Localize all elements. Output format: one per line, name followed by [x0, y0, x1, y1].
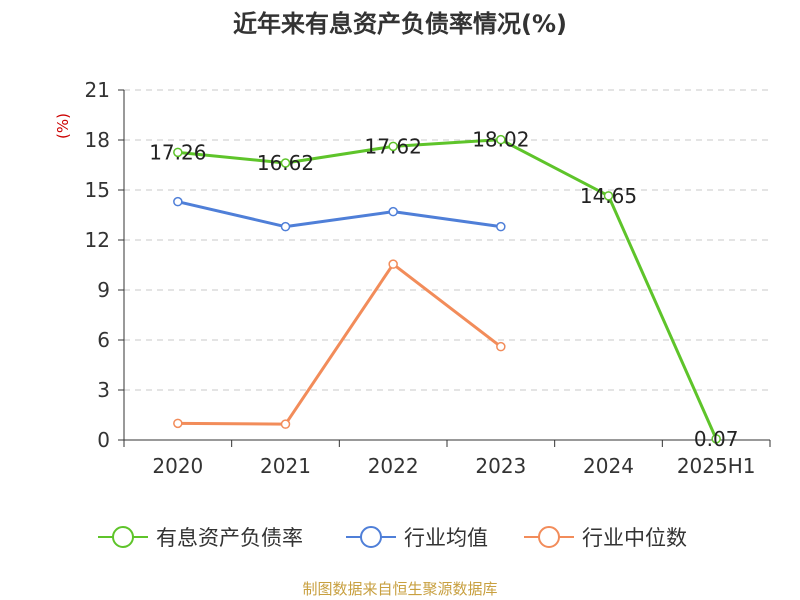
- legend-label: 行业均值: [404, 526, 488, 550]
- y-tick-label: 21: [85, 78, 110, 102]
- data-point: [280, 419, 291, 429]
- data-point: [388, 206, 398, 217]
- legend-label: 有息资产负债率: [156, 526, 303, 550]
- x-tick-label: 2024: [583, 454, 634, 478]
- x-tick-label: 2023: [475, 454, 526, 478]
- series-line: [177, 138, 718, 440]
- y-tick-label: 6: [97, 328, 110, 352]
- y-tick-label: 15: [85, 178, 110, 202]
- data-point: [496, 134, 506, 145]
- data-point: [711, 434, 721, 444]
- legend-label: 行业中位数: [582, 526, 687, 550]
- legend: 有息资产负债率 行业均值 行业中位数: [98, 526, 687, 550]
- legend-item: 行业均值: [346, 526, 488, 550]
- data-label: 0.07: [694, 427, 739, 451]
- x-tick-label: 2021: [260, 454, 311, 478]
- data-label: 18.02: [472, 128, 529, 152]
- legend-item: 有息资产负债率: [98, 526, 303, 550]
- y-tick-label: 12: [85, 228, 110, 252]
- legend-item: 行业中位数: [524, 526, 687, 550]
- series-line: [177, 200, 502, 229]
- axes: 0 3 6 9 12 15 18 21 2020 2021 2022 2023 2024 2025H1: [85, 78, 771, 478]
- data-point: [388, 259, 398, 269]
- y-axis-label: (%): [54, 113, 72, 139]
- data-point: [173, 418, 183, 429]
- x-tick-label: 2022: [368, 454, 419, 478]
- series-lines: [173, 134, 721, 444]
- source-footer: 制图数据来自恒生聚源数据库: [302, 580, 497, 598]
- y-tick-label: 18: [85, 128, 110, 152]
- series-line: [177, 262, 502, 426]
- y-tick-label: 3: [97, 378, 110, 402]
- legend-marker: [112, 526, 134, 548]
- x-tick-label: 2025H1: [677, 454, 756, 478]
- y-tick-label: 0: [97, 428, 110, 452]
- data-label: 14.65: [580, 184, 637, 208]
- grid-lines: [124, 89, 770, 391]
- data-point: [173, 196, 183, 207]
- data-labels: 17.26 16.62 17.62 18.02 14.65 0.07: [149, 128, 738, 451]
- data-point: [603, 191, 614, 201]
- data-label: 16.62: [257, 151, 314, 175]
- data-point: [496, 341, 506, 352]
- data-point: [280, 221, 291, 232]
- data-point: [388, 141, 398, 152]
- legend-marker: [360, 526, 382, 548]
- chart-title: 近年来有息资产负债率情况(%): [233, 10, 567, 38]
- legend-marker: [538, 526, 560, 548]
- data-label: 17.62: [365, 134, 422, 158]
- data-label: 17.26: [149, 140, 206, 164]
- y-tick-label: 9: [97, 278, 110, 302]
- data-point: [280, 158, 291, 168]
- data-point: [496, 221, 506, 232]
- x-tick-label: 2020: [152, 454, 203, 478]
- data-point: [173, 147, 183, 158]
